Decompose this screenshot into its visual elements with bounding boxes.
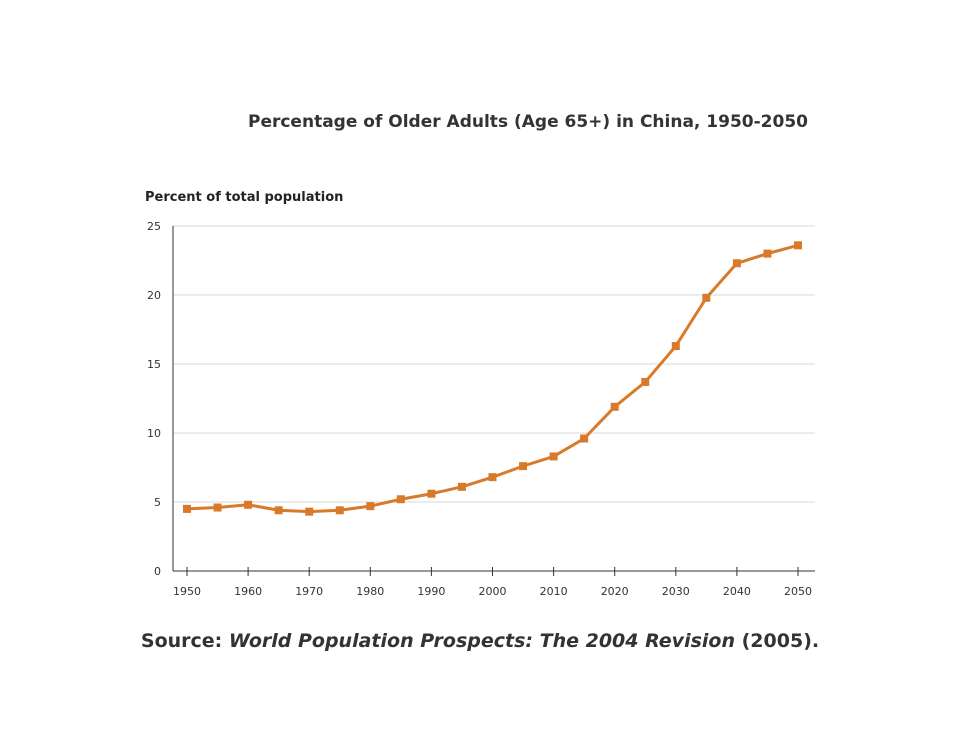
y-tick-label: 10 [147,427,161,440]
x-tick-label: 2010 [540,585,568,598]
x-tick-label: 1980 [356,585,384,598]
data-point [671,342,680,351]
x-tick-label: 2020 [601,585,629,598]
x-tick-label: 2050 [784,585,812,598]
data-point [794,241,802,250]
data-point [305,507,314,516]
data-point [610,402,619,411]
y-tick-label: 20 [147,289,161,302]
data-point [213,503,222,512]
x-tick-label: 1970 [295,585,323,598]
chart-title: Percentage of Older Adults (Age 65+) in … [247,112,808,132]
data-point [183,504,191,513]
data-point [580,434,589,443]
x-tick-label: 2030 [662,585,690,598]
data-point [274,506,283,515]
y-tick-label: 5 [154,496,161,509]
x-tick-label: 2040 [723,585,751,598]
y-tick-label: 25 [147,220,161,233]
y-axis-label: Percent of total population [145,190,343,205]
source-title: World Population Prospects: The 2004 Rev… [228,630,735,652]
data-point [335,506,344,515]
x-tick-label: 1960 [234,585,262,598]
data-point [457,482,466,491]
data-point [641,377,650,386]
data-point [244,500,253,509]
data-point [427,489,436,498]
x-tick-label: 1950 [173,585,201,598]
y-tick-label: 15 [147,358,161,371]
source-suffix: (2005). [741,630,820,652]
series-line [186,243,799,514]
data-point [702,293,711,302]
y-tick-label: 0 [154,565,161,578]
data-point [488,473,497,482]
data-point [519,462,528,471]
source-prefix: Source: [140,630,223,652]
data-point [396,495,405,504]
data-point [763,249,772,258]
data-point [732,259,741,268]
x-tick-label: 2000 [479,585,507,598]
source-caption: Source: World Population Prospects: The … [0,630,960,652]
data-point [366,502,375,511]
data-point [549,452,558,461]
x-tick-label: 1990 [417,585,445,598]
